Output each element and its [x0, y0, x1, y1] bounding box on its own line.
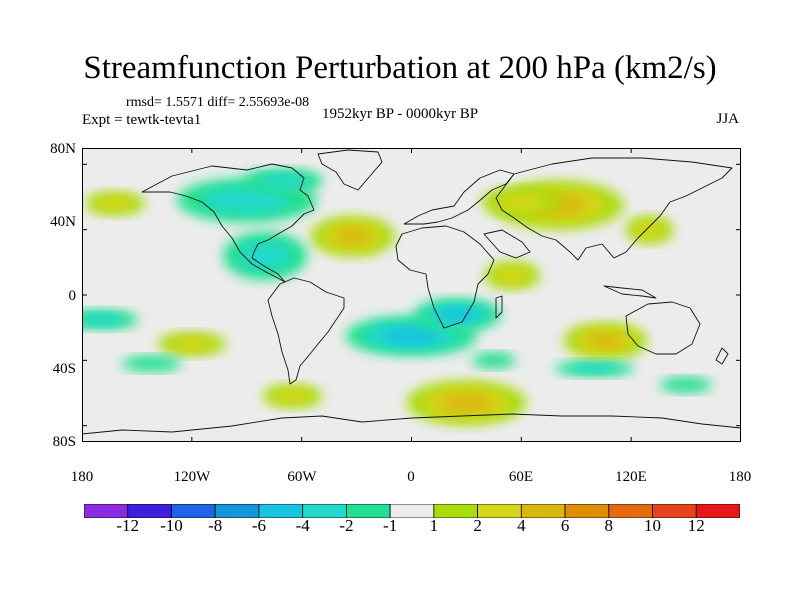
- anomaly-contour: [494, 266, 530, 285]
- plot-title: Streamfunction Perturbation at 200 hPa (…: [83, 50, 717, 86]
- season-label: JJA: [716, 111, 739, 127]
- coastlines: [82, 149, 741, 435]
- anomaly-contour: [121, 355, 182, 372]
- anomaly-contour: [258, 173, 308, 189]
- streamfunction-map: [82, 148, 741, 442]
- anomaly-contour: [439, 393, 494, 413]
- anomaly-contour: [437, 307, 477, 322]
- experiment-label: Expt = tewtk-tevta1: [82, 112, 202, 128]
- x-tick-label: 0: [407, 469, 415, 485]
- anomaly-contour: [274, 388, 311, 404]
- anomaly-contour: [634, 221, 665, 239]
- colorbar-label: -8: [208, 516, 223, 535]
- anomaly-contour: [239, 241, 291, 271]
- anomaly-contour: [170, 336, 213, 352]
- colorbar-label: -10: [160, 516, 183, 535]
- anomaly-contour: [203, 186, 290, 214]
- colorbar-label: 6: [560, 516, 570, 535]
- colorbar-label: -12: [116, 516, 140, 535]
- colorbar-label: -2: [339, 516, 354, 535]
- anomaly-contour: [660, 376, 713, 393]
- colorbar-label: -4: [295, 516, 310, 535]
- colorbar-label: 1: [429, 516, 439, 535]
- colorbar: [84, 504, 740, 518]
- colorbar-label: 4: [517, 516, 526, 535]
- y-tick-label: 80S: [52, 434, 76, 450]
- x-tick-label: 120W: [173, 469, 211, 485]
- colorbar-label: 8: [604, 516, 614, 535]
- stats-text: rmsd= 1.5571 diff= 2.55693e-08: [126, 95, 310, 110]
- x-tick-label: 180: [728, 469, 752, 485]
- y-tick-label: 80N: [50, 141, 76, 157]
- x-tick-label: 60E: [508, 469, 534, 485]
- anomaly-contour: [382, 326, 441, 345]
- colorbar-label: -1: [383, 516, 398, 535]
- colorbar-label: 2: [473, 516, 482, 535]
- y-tick-label: 0: [68, 288, 77, 304]
- colorbar-label: -6: [251, 516, 266, 535]
- period-label: 1952kyr BP - 0000kyr BP: [322, 106, 479, 122]
- x-tick-label: 180: [70, 469, 94, 485]
- colorbar-label: 12: [687, 516, 705, 535]
- axis-ticks: [82, 148, 741, 442]
- anomaly-contour: [334, 227, 372, 246]
- anomaly-contour: [471, 352, 516, 369]
- y-tick-label: 40S: [52, 361, 76, 377]
- anomaly-contour: [96, 196, 134, 211]
- contour-field: [82, 168, 713, 425]
- anomaly-contour: [82, 313, 124, 326]
- anomaly-contour: [569, 363, 620, 374]
- y-tick-label: 40N: [50, 214, 76, 230]
- colorbar-label: 10: [644, 516, 662, 535]
- anomaly-contour: [496, 193, 546, 211]
- x-tick-label: 120E: [615, 469, 647, 485]
- anomaly-contour: [586, 332, 625, 349]
- x-tick-label: 60W: [287, 469, 317, 485]
